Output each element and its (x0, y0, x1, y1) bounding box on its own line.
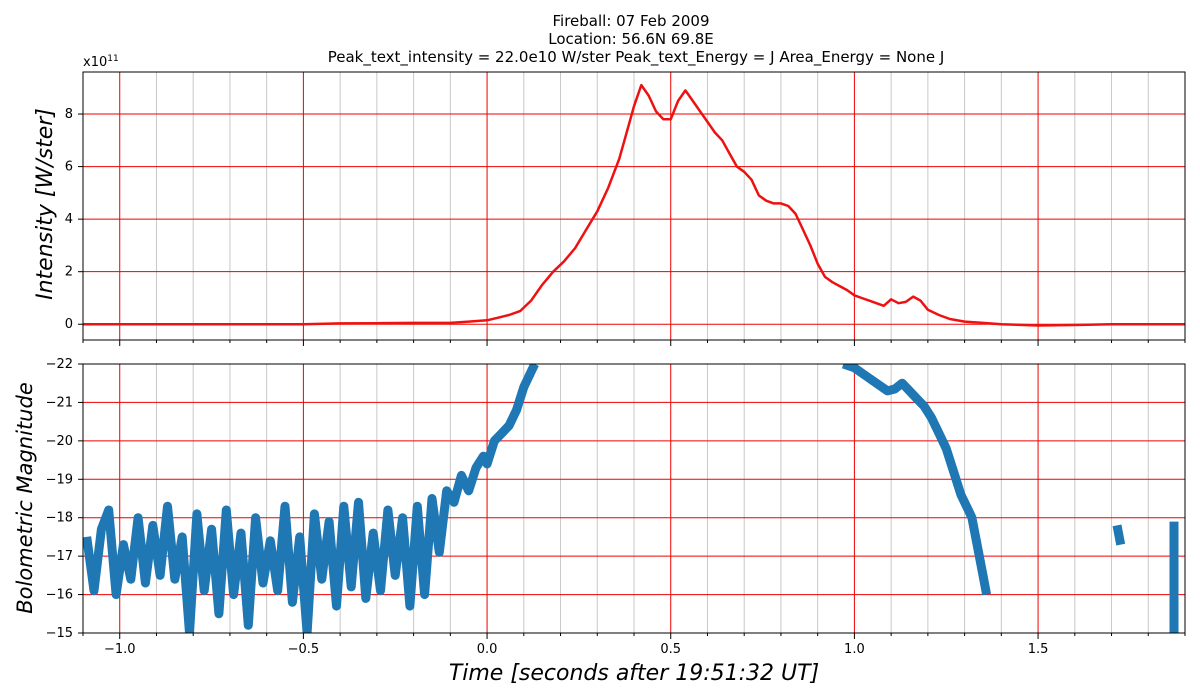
magnitude-x-tick-label: −0.5 (288, 642, 320, 657)
intensity-grid (82, 72, 1186, 340)
y-axis-label-intensity: Intensity [W/ster] (33, 108, 58, 300)
magnitude-y-tick-label: −19 (46, 472, 73, 487)
magnitude-y-tick-label: −15 (46, 626, 73, 641)
title-line-location: Location: 56.6N 69.8E (548, 30, 714, 48)
chart-title: Fireball: 07 Feb 2009 Location: 56.6N 69… (328, 12, 945, 67)
magnitude-series-line-0 (83, 364, 539, 633)
magnitude-x-tick-label: 1.5 (1028, 642, 1049, 657)
intensity-y-tick-label: 4 (65, 212, 73, 227)
magnitude-y-tick-label: −22 (46, 357, 73, 372)
magnitude-panel: −22 −21 −20 −19 −18 −17 −16 −15 −1.0 −0.5 0.0 0.5 1.… (46, 357, 1186, 657)
intensity-y-tick-label: 2 (65, 265, 73, 280)
magnitude-x-tick-label: 0.0 (477, 642, 498, 657)
magnitude-x-tick-label: 0.5 (660, 642, 681, 657)
magnitude-x-tick-label: 1.0 (844, 642, 865, 657)
title-line-peak-stats: Peak_text_intensity = 22.0e10 W/ster Pea… (328, 48, 945, 67)
magnitude-x-tick-label: −1.0 (104, 642, 136, 657)
intensity-series-group (83, 83, 1185, 327)
title-line-date: Fireball: 07 Feb 2009 (553, 12, 710, 30)
magnitude-series-group (83, 364, 1179, 633)
magnitude-y-tick-label: −21 (46, 395, 73, 410)
intensity-series-line-0 (83, 83, 1185, 327)
intensity-y-tick-label: 6 (65, 160, 73, 175)
y-exponent-label: x1011 (83, 54, 119, 70)
magnitude-series-line-2 (1112, 524, 1126, 546)
magnitude-y-tick-label: −18 (46, 511, 73, 526)
y-exponent-base: x10 (83, 55, 107, 70)
magnitude-series-line-1 (841, 364, 992, 596)
magnitude-y-tick-label: −16 (46, 588, 73, 603)
magnitude-y-tick-label: −17 (46, 549, 73, 564)
y-axis-label-magnitude: Bolometric Magnitude (13, 382, 37, 614)
x-axis-label: Time [seconds after 19:51:32 UT] (449, 661, 819, 686)
y-exponent-power: 11 (107, 54, 118, 64)
magnitude-y-tick-label: −20 (46, 434, 73, 449)
intensity-y-tick-label: 0 (65, 317, 73, 332)
intensity-y-tick-label: 8 (65, 107, 73, 122)
intensity-panel: 0 2 4 6 8 (65, 71, 1186, 346)
